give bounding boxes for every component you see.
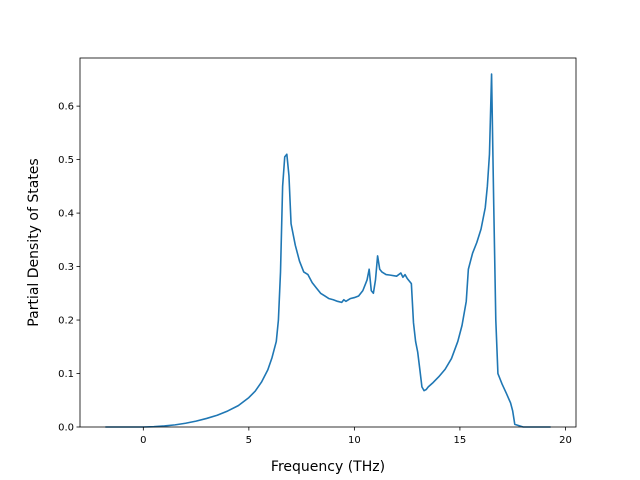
x-axis-label: Frequency (THz) xyxy=(271,459,385,475)
axes-frame xyxy=(79,57,577,428)
y-tick-label: 0.5 xyxy=(58,155,74,166)
y-tick-label: 0.0 xyxy=(58,423,74,434)
x-tick-label: 5 xyxy=(246,435,252,446)
y-tick-label: 0.4 xyxy=(58,209,74,220)
data-layer xyxy=(105,73,551,428)
series-line-0 xyxy=(105,73,551,428)
y-tick-label: 0.6 xyxy=(58,102,74,113)
x-axis-ticks: 0 5 10 15 20 xyxy=(140,427,572,446)
y-tick-label: 0.1 xyxy=(58,369,74,380)
x-tick-label: 20 xyxy=(559,435,572,446)
y-tick-label: 0.2 xyxy=(58,316,74,327)
x-tick-label: 15 xyxy=(454,435,467,446)
y-axis-label: Partial Density of States xyxy=(26,158,42,326)
x-tick-label: 0 xyxy=(140,435,146,446)
y-tick-label: 0.3 xyxy=(58,262,74,273)
y-axis-ticks: 0.0 0.1 0.2 0.3 0.4 0.5 0.6 xyxy=(58,102,80,434)
x-tick-label: 10 xyxy=(348,435,361,446)
